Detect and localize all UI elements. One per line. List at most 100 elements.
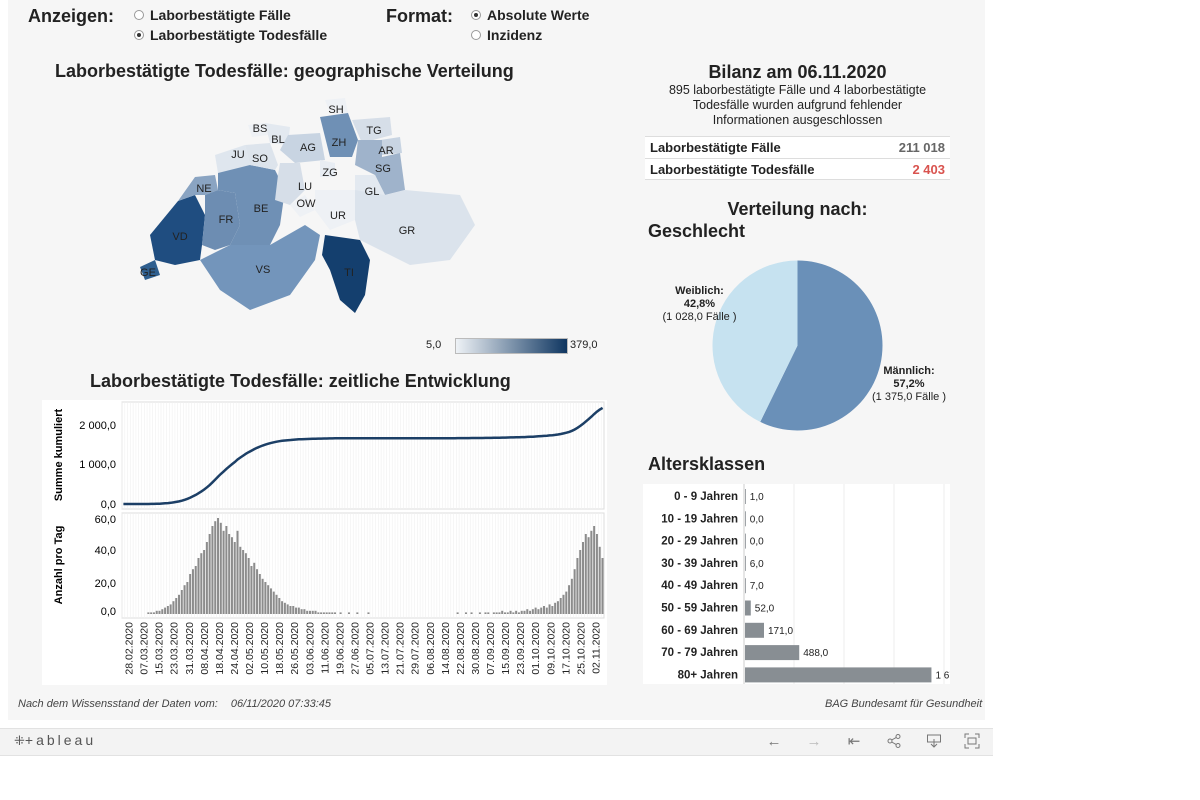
- daily-bar: [306, 610, 309, 614]
- daily-bar: [194, 566, 197, 614]
- age-value-label: 488,0: [803, 648, 828, 659]
- daily-bar: [208, 534, 211, 614]
- daily-bar: [356, 612, 359, 614]
- female-label: Weiblich:: [675, 285, 724, 297]
- daily-bar: [501, 610, 504, 614]
- gender-pie[interactable]: [710, 258, 885, 433]
- radio-deaths[interactable]: Laborbestätigte Todesfälle: [134, 27, 327, 43]
- age-value-label: 6,0: [750, 559, 764, 570]
- age-category-label: 40 - 49 Jahren: [661, 580, 738, 592]
- date-tick-label: 01.10.2020: [530, 622, 542, 675]
- daily-bar: [598, 546, 601, 614]
- daily-bar: [269, 588, 272, 614]
- male-cases: (1 375,0 Fälle ): [872, 391, 946, 403]
- age-bar: [745, 578, 746, 594]
- canton-vd: [150, 195, 205, 265]
- canton-bl: [265, 123, 290, 145]
- daily-bar: [150, 612, 153, 614]
- daily-bar: [537, 609, 540, 614]
- date-tick-label: 05.07.2020: [365, 622, 377, 675]
- daily-bar: [540, 607, 543, 614]
- fullscreen-icon[interactable]: [963, 733, 981, 751]
- daily-bar: [275, 594, 278, 614]
- daily-bar: [278, 598, 281, 614]
- daily-bar: [197, 558, 200, 614]
- redo-icon[interactable]: →: [806, 733, 822, 750]
- daily-bar: [559, 598, 562, 614]
- date-tick-label: 18.05.2020: [274, 622, 286, 675]
- daily-bar: [523, 610, 526, 614]
- radio-cases-label: Laborbestätigte Fälle: [150, 7, 291, 23]
- daily-bar: [314, 610, 317, 614]
- upper-tick: 0,0: [101, 499, 116, 511]
- daily-bar: [230, 537, 233, 614]
- canton-ag: [280, 133, 325, 163]
- cumulative-line: [123, 406, 604, 506]
- map-label: GL: [365, 186, 380, 198]
- daily-bar: [601, 558, 604, 614]
- switzerland-map[interactable]: SH BS TG BL ZH AG AR JU SO SG ZG LU GL N…: [130, 95, 490, 325]
- daily-bar: [158, 610, 161, 614]
- upper-tick: 2 000,0: [79, 420, 116, 432]
- daily-bar: [590, 530, 593, 614]
- daily-bar: [554, 602, 557, 614]
- age-category-label: 80+ Jahren: [678, 669, 738, 681]
- date-tick-label: 27.06.2020: [349, 622, 361, 675]
- radio-incidence[interactable]: Inzidenz: [471, 27, 542, 43]
- map-label: VS: [256, 264, 271, 276]
- daily-bar: [191, 569, 194, 614]
- lower-tick: 40,0: [95, 545, 116, 557]
- map-label: TI: [344, 267, 354, 279]
- pie-slice-male[interactable]: [760, 260, 883, 431]
- daily-bar: [526, 609, 529, 614]
- daily-bar: [515, 610, 518, 614]
- daily-bar: [584, 534, 587, 614]
- date-tick-label: 14.08.2020: [440, 622, 452, 675]
- legend-min: 5,0: [426, 339, 442, 351]
- undo-icon[interactable]: ←: [766, 733, 782, 750]
- radio-absolute[interactable]: Absolute Werte: [471, 7, 589, 23]
- daily-bar: [169, 604, 172, 614]
- map-label: BE: [254, 203, 269, 215]
- daily-bar: [317, 612, 320, 614]
- daily-bar: [236, 530, 239, 614]
- verteilung-title: Verteilung nach:: [727, 199, 868, 219]
- daily-bar: [286, 604, 289, 614]
- canton-fr: [202, 190, 240, 250]
- age-category-label: 50 - 59 Jahren: [661, 603, 738, 615]
- age-category-label: 10 - 19 Jahren: [661, 513, 738, 525]
- share-icon[interactable]: [885, 733, 903, 751]
- daily-bar: [498, 612, 501, 614]
- canton-ow: [290, 195, 315, 217]
- map-label: ZH: [332, 137, 347, 149]
- canton-lu: [275, 163, 305, 205]
- daily-bar: [582, 542, 584, 614]
- daily-bar: [281, 601, 284, 614]
- tableau-logo[interactable]: ⁜+ableau: [14, 732, 96, 749]
- pie-slice-female[interactable]: [712, 260, 798, 422]
- download-icon[interactable]: [925, 733, 943, 751]
- map-label: ZG: [322, 167, 337, 179]
- date-tick-label: 30.08.2020: [470, 622, 482, 675]
- radio-cases[interactable]: Laborbestätigte Fälle: [134, 7, 291, 23]
- color-legend-bar: [455, 338, 568, 354]
- revert-icon[interactable]: ⇤: [847, 733, 861, 750]
- daily-bar: [175, 598, 178, 614]
- daily-bar: [320, 612, 323, 614]
- daily-bar: [289, 606, 292, 614]
- age-bar: [745, 667, 932, 683]
- download-glyph: [927, 734, 941, 748]
- daily-bar: [250, 566, 253, 614]
- daily-bar: [534, 607, 537, 614]
- radio-dot-selected: [134, 30, 144, 40]
- daily-bar: [595, 534, 598, 614]
- daily-bar: [203, 550, 206, 614]
- bilanz-note: 895 laborbestätigte Fälle und 4 laborbes…: [668, 83, 927, 127]
- map-label: GE: [140, 267, 156, 279]
- daily-bar: [529, 610, 532, 614]
- lower-ylabel: Anzahl pro Tag: [53, 526, 65, 605]
- map-label: SG: [375, 163, 391, 175]
- daily-bar: [339, 612, 342, 614]
- daily-bar: [470, 612, 473, 614]
- map-label: AR: [378, 145, 393, 157]
